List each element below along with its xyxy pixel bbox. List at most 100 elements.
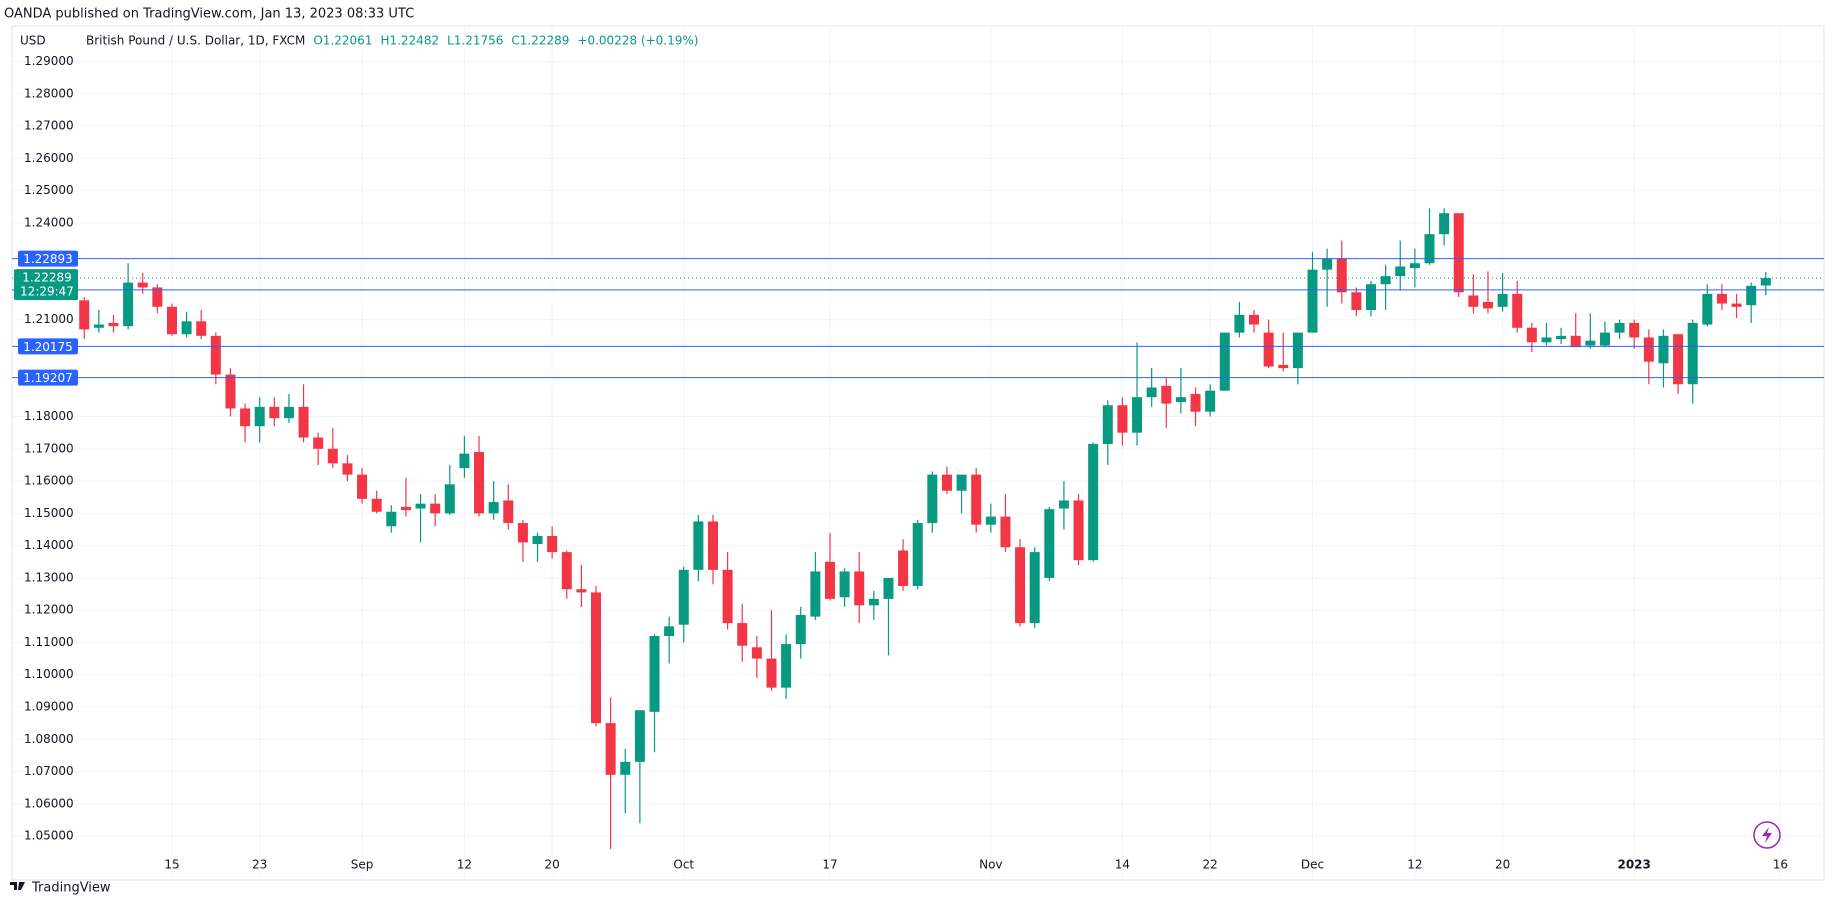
y-tick-label: 1.10000 xyxy=(24,667,74,681)
legend-value: +0.00228 (+0.19%) xyxy=(577,34,698,48)
candle-body xyxy=(1336,258,1347,293)
y-tick-label: 1.05000 xyxy=(24,829,74,843)
y-tick-label: 1.06000 xyxy=(24,796,74,810)
y-tick-label: 1.17000 xyxy=(24,441,74,455)
last-price-badge xyxy=(14,269,78,301)
candle-body xyxy=(357,474,368,499)
candle-body xyxy=(605,723,616,775)
candle-body xyxy=(181,321,192,335)
y-tick-label: 1.26000 xyxy=(24,151,74,165)
candle-body xyxy=(196,321,207,336)
candle-body xyxy=(1234,314,1245,333)
x-tick-label: 14 xyxy=(1115,858,1130,872)
x-tick-label: 17 xyxy=(822,858,837,872)
plot xyxy=(79,208,1771,850)
candle-body xyxy=(1526,327,1537,343)
candle-body xyxy=(1658,335,1669,364)
level-badge xyxy=(18,338,78,355)
candle-body xyxy=(1424,234,1435,264)
candle-body xyxy=(1088,443,1099,561)
y-tick-label: 1.18000 xyxy=(24,409,74,423)
brand-logo xyxy=(10,882,25,890)
candle-body xyxy=(1146,387,1157,398)
candle-body xyxy=(751,647,762,659)
currency-label: USD xyxy=(20,34,46,48)
candle-body xyxy=(1512,293,1523,328)
candle-body xyxy=(1102,405,1113,444)
candle-body xyxy=(152,287,163,307)
candle-body xyxy=(1073,500,1084,561)
level-label: 1.19207 xyxy=(23,371,73,385)
countdown: 12:29:47 xyxy=(20,285,74,299)
candle-body xyxy=(927,474,938,524)
candle-body xyxy=(956,474,967,491)
candle-body xyxy=(166,306,177,335)
candle-body xyxy=(123,282,134,327)
x-tick-label: 15 xyxy=(164,858,179,872)
y-tick-label: 1.21000 xyxy=(24,312,74,326)
x-tick-label: Nov xyxy=(979,858,1002,872)
plot-frame xyxy=(11,25,1825,881)
candle-body xyxy=(737,623,748,646)
candle-body xyxy=(1366,284,1376,311)
x-tick-label: Oct xyxy=(673,858,694,872)
candle-body xyxy=(1599,332,1610,346)
candle-body xyxy=(591,592,602,724)
candle-body xyxy=(1482,301,1493,309)
y-tick-label: 1.27000 xyxy=(24,119,74,133)
candle-body xyxy=(1380,276,1391,285)
y-tick-label: 1.09000 xyxy=(24,700,74,714)
brand-name: TradingView xyxy=(31,881,111,896)
candle-body xyxy=(1541,337,1552,343)
candle-body xyxy=(1556,335,1567,340)
alert-icon-bolt xyxy=(1762,827,1772,843)
x-tick-label: 22 xyxy=(1203,858,1218,872)
candle-body xyxy=(766,658,777,688)
candle-body xyxy=(327,448,338,464)
published-note: OANDA published on TradingView.com, Jan … xyxy=(4,7,414,22)
candle-body xyxy=(1351,292,1362,311)
candle-body xyxy=(1497,293,1508,307)
candle-body xyxy=(1585,340,1596,346)
candle-body xyxy=(1629,322,1640,338)
candle-body xyxy=(854,571,865,606)
y-tick-label: 1.16000 xyxy=(24,474,74,488)
y-tick-label: 1.15000 xyxy=(24,506,74,520)
candle-body xyxy=(781,644,792,688)
candle-body xyxy=(1716,293,1727,304)
legend-value: O1.22061 xyxy=(313,34,372,48)
candle-body xyxy=(254,406,265,427)
candle-body xyxy=(1000,516,1011,548)
candle-body xyxy=(868,598,879,606)
y-tick-label: 1.24000 xyxy=(24,215,74,229)
candle-body xyxy=(1292,332,1303,369)
candle-body xyxy=(576,589,587,593)
candle-body xyxy=(342,463,353,475)
candle-body xyxy=(1614,322,1625,333)
candle-body xyxy=(664,626,675,636)
candle-body xyxy=(722,569,733,624)
y-tick-label: 1.25000 xyxy=(24,183,74,197)
candle-body xyxy=(488,502,499,514)
x-tick-label: 12 xyxy=(1407,858,1422,872)
candle-body xyxy=(971,474,982,525)
candle-body xyxy=(400,506,411,511)
candle-body xyxy=(795,615,806,645)
x-tick-label: 12 xyxy=(457,858,472,872)
candle-body xyxy=(459,453,470,469)
candle-body xyxy=(678,569,689,625)
alert-icon[interactable] xyxy=(1753,821,1781,849)
candle-body xyxy=(1058,500,1069,509)
y-tick-label: 1.11000 xyxy=(24,635,74,649)
candle-body xyxy=(1673,334,1684,385)
overlay: 1.228931.219251.201751.192071.2228912:29… xyxy=(12,250,1824,386)
candle-body xyxy=(283,406,294,419)
x-tick-label: 2023 xyxy=(1617,858,1650,872)
candle-body xyxy=(1029,552,1040,624)
candle-body xyxy=(649,636,660,712)
x-tick-label: Sep xyxy=(351,858,374,872)
candle-body xyxy=(79,300,90,330)
candle-body xyxy=(137,282,148,288)
candle-body xyxy=(707,521,718,570)
